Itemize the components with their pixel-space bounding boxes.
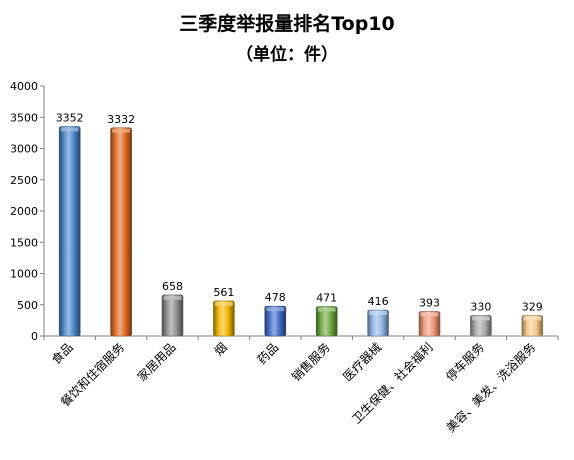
data-label-8: 393 [419,296,440,309]
bar-3 [161,294,184,337]
bar-cap-5 [266,307,285,312]
bar-4 [213,300,235,337]
category-label-10: 美容、美发、洗浴服务 [443,340,538,435]
y-tick-label: 2500 [10,174,38,187]
bar-cap-1 [60,127,79,132]
bar-1 [58,126,81,337]
y-tick-label: 0 [31,330,38,343]
chart-subtitle: （单位：件） [236,44,338,65]
category-label-4: 烟 [212,340,230,358]
bar-cap-9 [471,316,490,321]
bar-5 [264,305,287,337]
bar-10 [521,315,544,337]
data-label-1: 3352 [56,112,84,125]
bar-6 [315,306,338,337]
bar-cap-7 [369,311,388,315]
bar-8 [418,311,441,337]
bar-cap-8 [420,312,439,317]
y-tick-label: 3500 [10,111,38,124]
bar-cap-4 [214,301,233,306]
bar-cap-10 [523,316,542,321]
bar-cap-6 [317,307,336,312]
data-label-3: 658 [162,280,183,293]
y-tick-label: 1500 [10,236,38,249]
category-label-5: 药品 [255,340,282,367]
y-tick-label: 3000 [10,143,38,156]
category-label-3: 家居用品 [134,340,179,385]
data-label-6: 471 [316,292,337,305]
bar-cap-2 [112,128,131,133]
data-label-2: 3332 [107,113,135,126]
category-label-9: 停车服务 [442,340,487,385]
y-tick-label: 1000 [10,268,38,281]
y-tick-label: 4000 [10,80,38,93]
data-label-9: 330 [470,300,491,313]
y-tick-label: 500 [17,299,38,312]
data-label-4: 561 [213,286,234,299]
category-label-7: 医疗器械 [340,340,385,385]
data-label-10: 329 [522,300,543,313]
data-label-7: 416 [368,295,389,308]
bar-2 [110,127,132,337]
bar-9 [470,315,492,337]
bar-7 [367,309,389,337]
y-tick-label: 2000 [10,205,38,218]
bar-cap-3 [163,295,182,300]
data-label-5: 478 [265,291,286,304]
chart-title: 三季度举报量排名Top10 [179,12,395,35]
category-label-1: 食品 [48,340,76,368]
category-label-6: 销售服务 [288,340,333,385]
